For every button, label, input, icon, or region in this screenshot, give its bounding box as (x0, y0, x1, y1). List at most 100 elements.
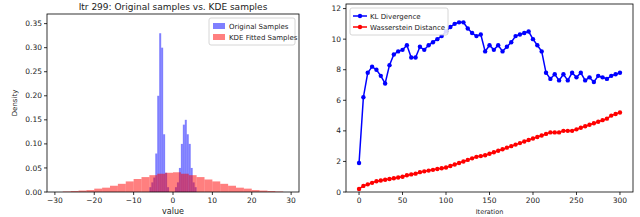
marker (439, 166, 443, 170)
marker (392, 52, 396, 56)
marker (405, 43, 409, 47)
y-tick-label: 6 (336, 96, 341, 105)
x-tick (446, 192, 447, 195)
marker (574, 127, 578, 131)
x-tick-label: 100 (439, 196, 454, 205)
hist-bar (189, 175, 197, 192)
frame (346, 4, 633, 192)
hist-bar (110, 186, 118, 192)
y-tick (44, 167, 47, 168)
frame (47, 14, 299, 192)
marker (383, 81, 387, 85)
y-tick-label: 8 (336, 65, 341, 74)
marker (470, 31, 474, 35)
marker (509, 40, 513, 44)
marker (505, 145, 509, 149)
x-tick (212, 192, 213, 195)
y-tick (343, 8, 346, 9)
marker (483, 153, 487, 157)
x-tick (291, 192, 292, 195)
x-axis-label: Iteration (476, 208, 504, 216)
marker (605, 77, 609, 81)
legend-swatch (213, 23, 225, 29)
marker (457, 161, 461, 165)
marker (400, 175, 404, 179)
x-tick-label: 0 (171, 196, 176, 205)
marker (426, 168, 430, 172)
x-tick-label: 10 (208, 196, 218, 205)
marker (370, 64, 374, 68)
marker (553, 72, 557, 76)
marker (574, 75, 578, 79)
chart: 050100150200250300024681012IterationKL D… (331, 4, 633, 216)
x-tick (133, 192, 134, 195)
plot-area (63, 33, 284, 192)
marker (618, 71, 622, 75)
marker (470, 156, 474, 160)
marker (374, 179, 378, 183)
hist-bar (149, 175, 157, 192)
y-tick-label: 0.20 (25, 91, 42, 100)
marker (566, 78, 570, 82)
marker (496, 149, 500, 153)
marker (557, 130, 561, 134)
x-tick (359, 192, 360, 195)
marker (409, 55, 413, 59)
marker (479, 32, 483, 36)
hist-bar (142, 177, 150, 192)
hist-bar (102, 188, 110, 192)
marker (531, 136, 535, 140)
marker (366, 71, 370, 75)
hist-bar (212, 181, 220, 192)
legend-label: Wasserstein Distance (370, 24, 445, 32)
marker (513, 142, 517, 146)
y-tick (44, 47, 47, 48)
marker (396, 49, 400, 53)
x-tick (576, 192, 577, 195)
marker (487, 43, 491, 47)
marker (426, 43, 430, 47)
marker (535, 135, 539, 139)
y-tick (44, 95, 47, 96)
y-tick (343, 192, 346, 193)
marker (539, 133, 543, 137)
marker (553, 130, 557, 134)
hist-bar (181, 174, 189, 192)
marker (496, 43, 500, 47)
marker (522, 31, 526, 35)
marker (596, 119, 600, 123)
marker (531, 37, 535, 41)
marker (570, 129, 574, 133)
marker (579, 126, 583, 130)
y-tick (44, 71, 47, 72)
marker (609, 113, 613, 117)
y-tick (44, 192, 47, 193)
y-tick (343, 130, 346, 131)
marker (435, 167, 439, 171)
hist-bar (126, 181, 134, 192)
y-tick-label: 0.15 (25, 115, 42, 124)
legend-box (350, 8, 448, 35)
x-tick-label: 250 (569, 196, 584, 205)
x-tick-label: 20 (247, 196, 257, 205)
marker (431, 168, 435, 172)
plot-area (357, 20, 622, 191)
marker (422, 48, 426, 52)
marker (357, 161, 361, 165)
x-tick-label: 300 (613, 196, 628, 205)
marker (513, 34, 517, 38)
y-tick (343, 69, 346, 70)
marker (461, 159, 465, 163)
x-tick (251, 192, 252, 195)
marker (479, 154, 483, 158)
marker (444, 165, 448, 169)
marker (418, 170, 422, 174)
marker (561, 72, 565, 76)
marker (448, 164, 452, 168)
y-axis-label: Density (11, 90, 19, 117)
y-tick-label: 12 (331, 4, 341, 13)
hist-bar (94, 189, 102, 192)
y-tick (343, 100, 346, 101)
marker (548, 77, 552, 81)
hist-bar (205, 179, 213, 192)
